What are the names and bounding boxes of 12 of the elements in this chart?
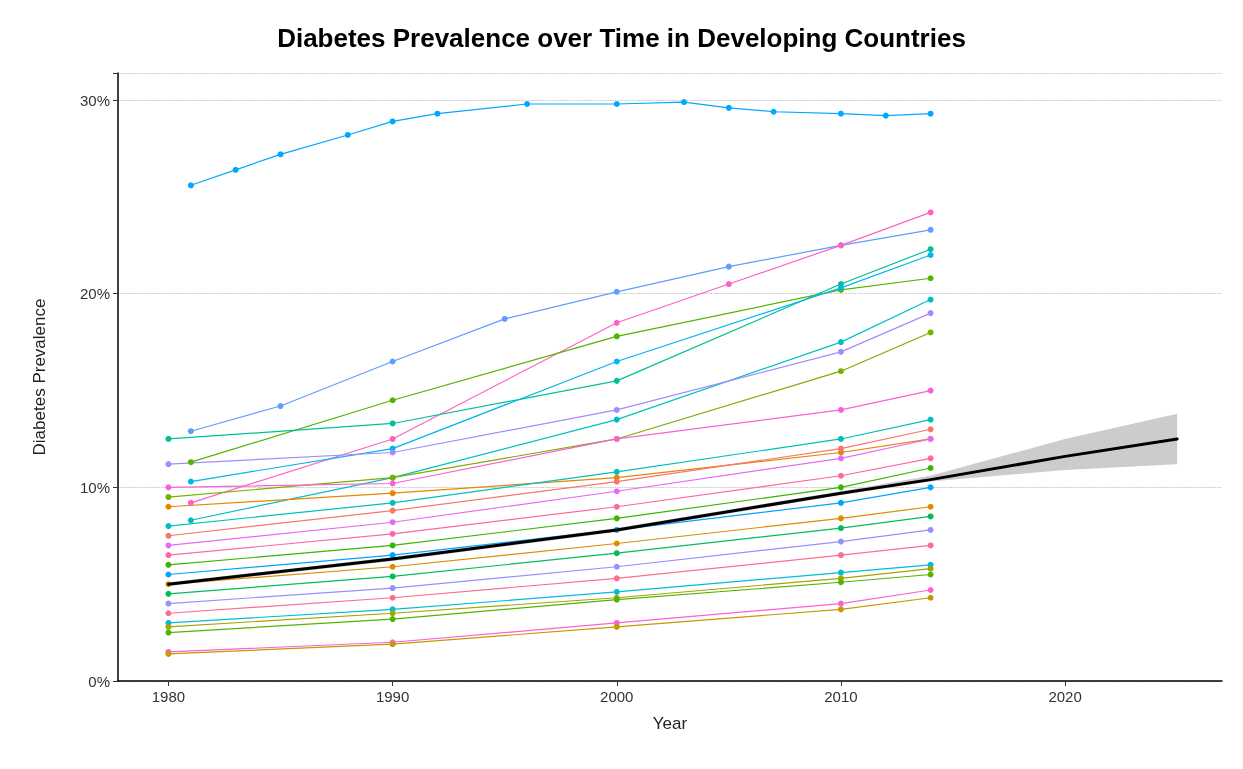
- y-tick-label: 10%: [79, 478, 110, 496]
- y-tick-label: 20%: [79, 285, 110, 303]
- chart-title: Diabetes Prevalence over Time in Developing Countries: [277, 23, 966, 53]
- x-tick-label: 2010: [824, 688, 858, 705]
- x-tick-label: 1980: [151, 688, 186, 705]
- x-axis-title: Year: [652, 714, 688, 733]
- y-tick-label: 0%: [88, 672, 110, 690]
- x-tick-label: 2020: [1048, 688, 1082, 705]
- y-tick-label: 30%: [79, 91, 110, 109]
- x-tick-label: 1990: [375, 688, 410, 705]
- y-axis-title: Diabetes Prevalence: [30, 298, 49, 456]
- x-tick-label: 2000: [600, 688, 634, 705]
